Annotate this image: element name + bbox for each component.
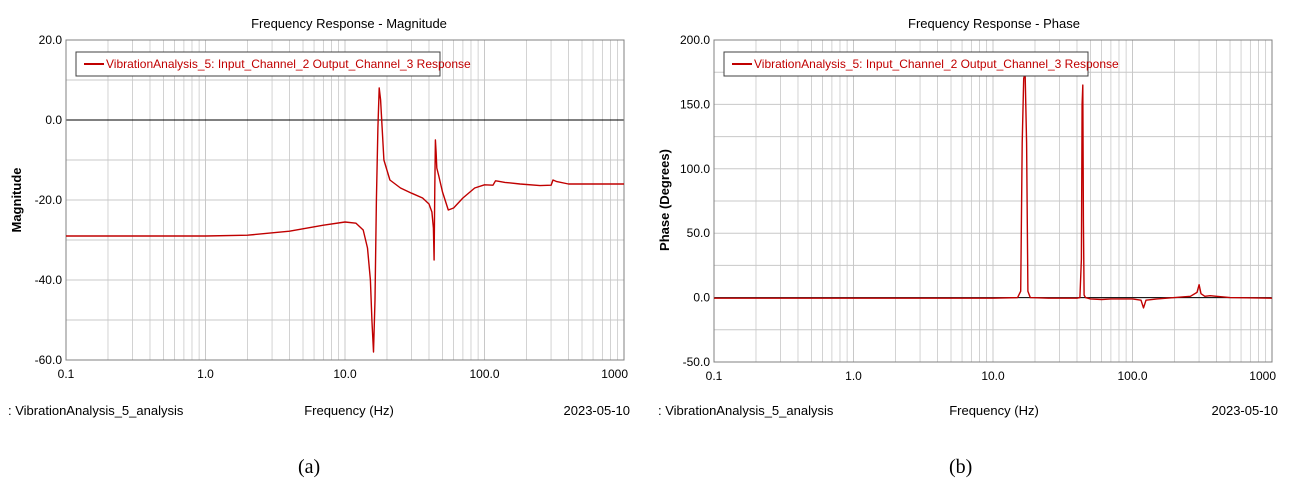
chart-title: Frequency Response - Magnitude xyxy=(251,16,447,31)
y-tick-label: -40.0 xyxy=(35,273,63,287)
phase-chart-panel: Frequency Response - Phase Phase (Degree… xyxy=(652,0,1292,496)
magnitude-chart-panel: Frequency Response - Magnitude Magnitude… xyxy=(0,0,640,496)
legend: VibrationAnalysis_5: Input_Channel_2 Out… xyxy=(723,51,1119,77)
y-tick-label: -20.0 xyxy=(35,193,63,207)
x-tick-label: 1000 xyxy=(1249,369,1276,383)
x-tick-label: 0.1 xyxy=(706,369,723,383)
plot-frame xyxy=(713,39,1273,363)
phase-chart: Frequency Response - Phase Phase (Degree… xyxy=(657,16,1279,418)
x-tick-label: 10.0 xyxy=(333,367,357,381)
legend-box xyxy=(723,51,1089,77)
y-tick-label: 50.0 xyxy=(687,226,711,240)
y-axis-label: Magnitude xyxy=(9,168,24,233)
x-tick-label: 1.0 xyxy=(845,369,862,383)
y-tick-label: 20.0 xyxy=(39,33,63,47)
footer-date: 2023-05-10 xyxy=(1212,403,1279,418)
legend-label: VibrationAnalysis_5: Input_Channel_2 Out… xyxy=(754,57,1119,71)
x-axis-label: Frequency (Hz) xyxy=(304,403,394,418)
x-axis-label: Frequency (Hz) xyxy=(949,403,1039,418)
y-tick-label: 0.0 xyxy=(45,113,62,127)
x-tick-label: 1.0 xyxy=(197,367,214,381)
legend: VibrationAnalysis_5: Input_Channel_2 Out… xyxy=(75,51,471,77)
series-line xyxy=(66,87,624,353)
footer-left: : VibrationAnalysis_5_analysis xyxy=(658,403,834,418)
y-tick-label: 100.0 xyxy=(680,162,710,176)
y-tick-label: 200.0 xyxy=(680,33,710,47)
x-tick-label: 100.0 xyxy=(469,367,499,381)
y-tick-label: -50.0 xyxy=(683,355,711,369)
legend-label: VibrationAnalysis_5: Input_Channel_2 Out… xyxy=(106,57,471,71)
x-tick-label: 100.0 xyxy=(1117,369,1147,383)
y-tick-label: 0.0 xyxy=(693,291,710,305)
y-tick-label: 150.0 xyxy=(680,97,710,111)
plot-area xyxy=(713,39,1273,363)
legend-box xyxy=(75,51,441,77)
plot-frame xyxy=(65,39,625,361)
x-tick-label: 1000 xyxy=(601,367,628,381)
y-axis-label: Phase (Degrees) xyxy=(657,149,672,251)
chart-title: Frequency Response - Phase xyxy=(908,16,1080,31)
footer-left: : VibrationAnalysis_5_analysis xyxy=(8,403,184,418)
y-tick-label: -60.0 xyxy=(35,353,63,367)
x-tick-label: 0.1 xyxy=(58,367,75,381)
figure-caption: (b) xyxy=(949,456,973,478)
x-tick-label: 10.0 xyxy=(981,369,1005,383)
footer-date: 2023-05-10 xyxy=(564,403,631,418)
series-line xyxy=(714,71,1273,309)
figure-caption: (a) xyxy=(298,456,321,478)
magnitude-chart: Frequency Response - Magnitude Magnitude… xyxy=(8,16,631,418)
plot-area xyxy=(65,39,625,361)
